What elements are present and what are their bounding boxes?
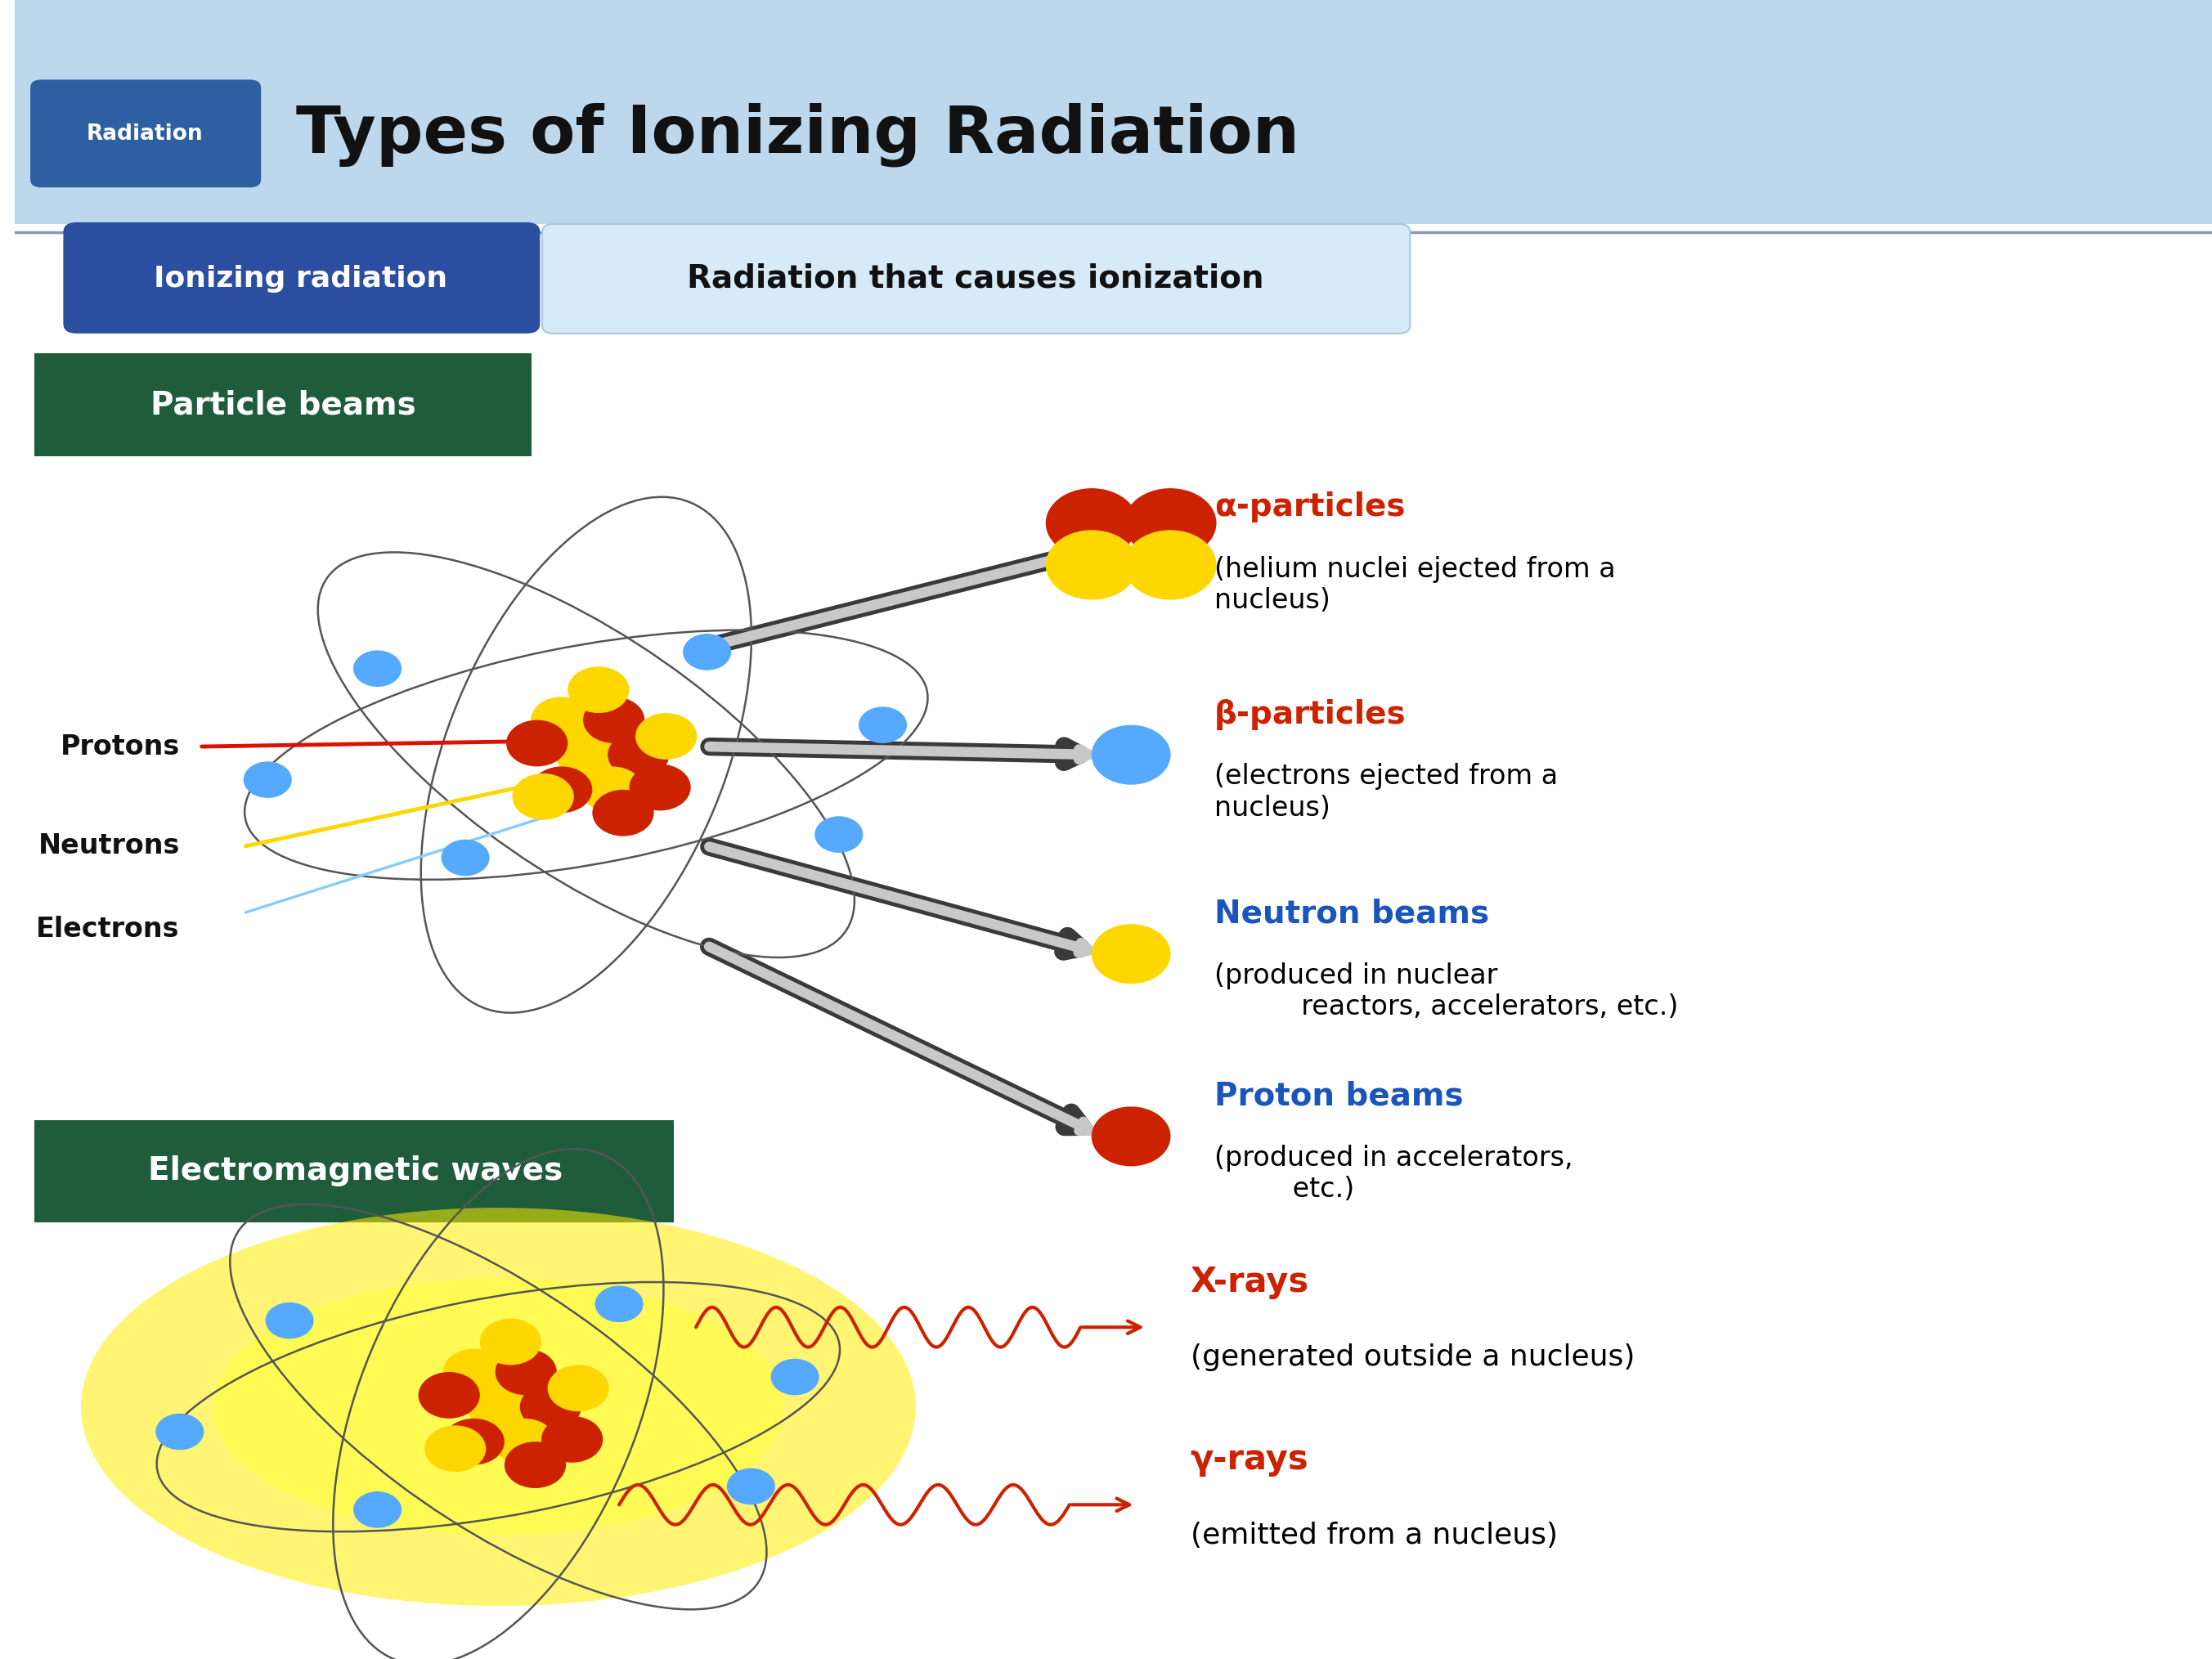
Text: α-particles: α-particles: [1214, 491, 1405, 523]
Text: γ-rays: γ-rays: [1190, 1442, 1310, 1477]
Text: Ionizing radiation: Ionizing radiation: [153, 265, 447, 292]
Text: (produced in nuclear
          reactors, accelerators, etc.): (produced in nuclear reactors, accelerat…: [1214, 962, 1679, 1020]
Text: β-particles: β-particles: [1214, 698, 1407, 730]
Circle shape: [495, 1349, 557, 1395]
Text: (produced in accelerators,
         etc.): (produced in accelerators, etc.): [1214, 1145, 1573, 1203]
Text: X-rays: X-rays: [1190, 1264, 1310, 1299]
Circle shape: [1046, 488, 1137, 557]
Circle shape: [354, 650, 403, 687]
FancyBboxPatch shape: [31, 80, 261, 187]
FancyBboxPatch shape: [15, 0, 2212, 224]
Ellipse shape: [82, 1208, 916, 1606]
Circle shape: [595, 1286, 644, 1322]
Circle shape: [155, 1413, 204, 1450]
Circle shape: [582, 766, 644, 813]
Circle shape: [504, 1442, 566, 1488]
Circle shape: [728, 1468, 774, 1505]
Circle shape: [858, 707, 907, 743]
Text: Radiation: Radiation: [86, 124, 204, 144]
Text: (electrons ejected from a
nucleus): (electrons ejected from a nucleus): [1214, 763, 1557, 821]
Text: Types of Ionizing Radiation: Types of Ionizing Radiation: [296, 103, 1298, 166]
Text: Neutron beams: Neutron beams: [1214, 898, 1489, 929]
FancyBboxPatch shape: [35, 353, 531, 456]
Circle shape: [628, 765, 690, 811]
FancyBboxPatch shape: [35, 1120, 675, 1223]
Circle shape: [418, 1372, 480, 1418]
Circle shape: [440, 839, 489, 876]
Circle shape: [684, 634, 732, 670]
Circle shape: [770, 1359, 818, 1395]
Circle shape: [542, 1417, 604, 1463]
Circle shape: [814, 816, 863, 853]
FancyBboxPatch shape: [542, 224, 1409, 333]
Circle shape: [555, 732, 617, 778]
Text: Neutrons: Neutrons: [38, 833, 179, 859]
Ellipse shape: [212, 1277, 783, 1536]
Circle shape: [1124, 529, 1217, 599]
Circle shape: [635, 713, 697, 760]
Circle shape: [243, 761, 292, 798]
Circle shape: [1046, 529, 1137, 599]
Circle shape: [442, 1349, 504, 1395]
Circle shape: [531, 766, 593, 813]
Text: (emitted from a nucleus): (emitted from a nucleus): [1190, 1521, 1557, 1550]
Circle shape: [593, 790, 655, 836]
Circle shape: [549, 1365, 608, 1412]
Circle shape: [1124, 488, 1217, 557]
Circle shape: [354, 1491, 403, 1528]
Text: (generated outside a nucleus): (generated outside a nucleus): [1190, 1344, 1635, 1372]
Circle shape: [493, 1418, 555, 1465]
Text: Protons: Protons: [60, 733, 179, 760]
Circle shape: [265, 1302, 314, 1339]
FancyBboxPatch shape: [64, 222, 540, 333]
Circle shape: [442, 1418, 504, 1465]
Circle shape: [1091, 725, 1170, 785]
Circle shape: [467, 1384, 529, 1430]
Text: Proton beams: Proton beams: [1214, 1080, 1464, 1112]
Circle shape: [1091, 924, 1170, 984]
Text: Particle beams: Particle beams: [150, 390, 416, 420]
Circle shape: [568, 667, 628, 713]
Circle shape: [507, 720, 568, 766]
Circle shape: [584, 697, 644, 743]
Circle shape: [1091, 1107, 1170, 1166]
Circle shape: [608, 732, 670, 778]
Circle shape: [425, 1425, 487, 1472]
Circle shape: [520, 1384, 582, 1430]
Text: Radiation that causes ionization: Radiation that causes ionization: [686, 264, 1263, 294]
Circle shape: [531, 697, 593, 743]
Circle shape: [480, 1319, 542, 1365]
Circle shape: [513, 773, 573, 820]
Text: (helium nuclei ejected from a
nucleus): (helium nuclei ejected from a nucleus): [1214, 556, 1615, 614]
Text: Electromagnetic waves: Electromagnetic waves: [148, 1156, 562, 1186]
Text: Electrons: Electrons: [35, 916, 179, 942]
